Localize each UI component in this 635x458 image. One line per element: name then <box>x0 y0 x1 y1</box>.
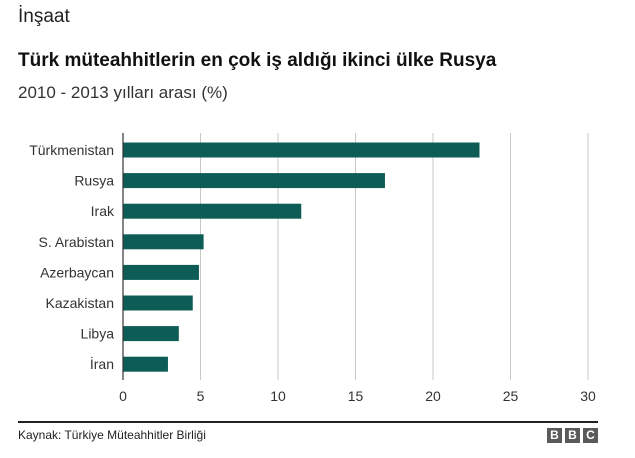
bar-5 <box>123 295 193 311</box>
chart-subtitle: 2010 - 2013 yılları arası (%) <box>18 83 228 102</box>
bar-2 <box>123 203 302 219</box>
bar-4 <box>123 264 199 280</box>
bbc-logo: B B C <box>547 428 598 443</box>
bar-0 <box>123 142 480 158</box>
x-tick-label: 25 <box>503 388 519 404</box>
bar-7 <box>123 356 168 372</box>
footer-divider <box>18 421 598 423</box>
bbc-logo-letter-2: B <box>565 428 580 443</box>
bbc-logo-letter-1: B <box>547 428 562 443</box>
bar-6 <box>123 326 179 342</box>
x-tick-label: 15 <box>348 388 364 404</box>
category-label: Kazakistan <box>46 295 114 311</box>
x-tick-label: 5 <box>197 388 205 404</box>
section-label: İnşaat <box>18 6 70 27</box>
x-tick-label: 30 <box>580 388 596 404</box>
category-label: S. Arabistan <box>39 234 115 250</box>
chart-title: Türk müteahhitlerin en çok iş aldığı iki… <box>18 50 497 71</box>
x-tick-label: 20 <box>425 388 441 404</box>
bar-3 <box>123 234 204 250</box>
source-note: Kaynak: Türkiye Müteahhitler Birliği <box>18 428 206 442</box>
bbc-logo-letter-3: C <box>583 428 598 443</box>
category-label: İran <box>90 355 114 372</box>
x-tick-label: 10 <box>270 388 286 404</box>
x-tick-label: 0 <box>119 388 127 404</box>
category-label: Irak <box>91 203 115 219</box>
category-label: Libya <box>81 326 115 342</box>
category-label: Türkmenistan <box>29 142 114 158</box>
category-label: Rusya <box>74 173 114 189</box>
category-label: Azerbaycan <box>40 264 114 280</box>
bar-1 <box>123 173 385 189</box>
